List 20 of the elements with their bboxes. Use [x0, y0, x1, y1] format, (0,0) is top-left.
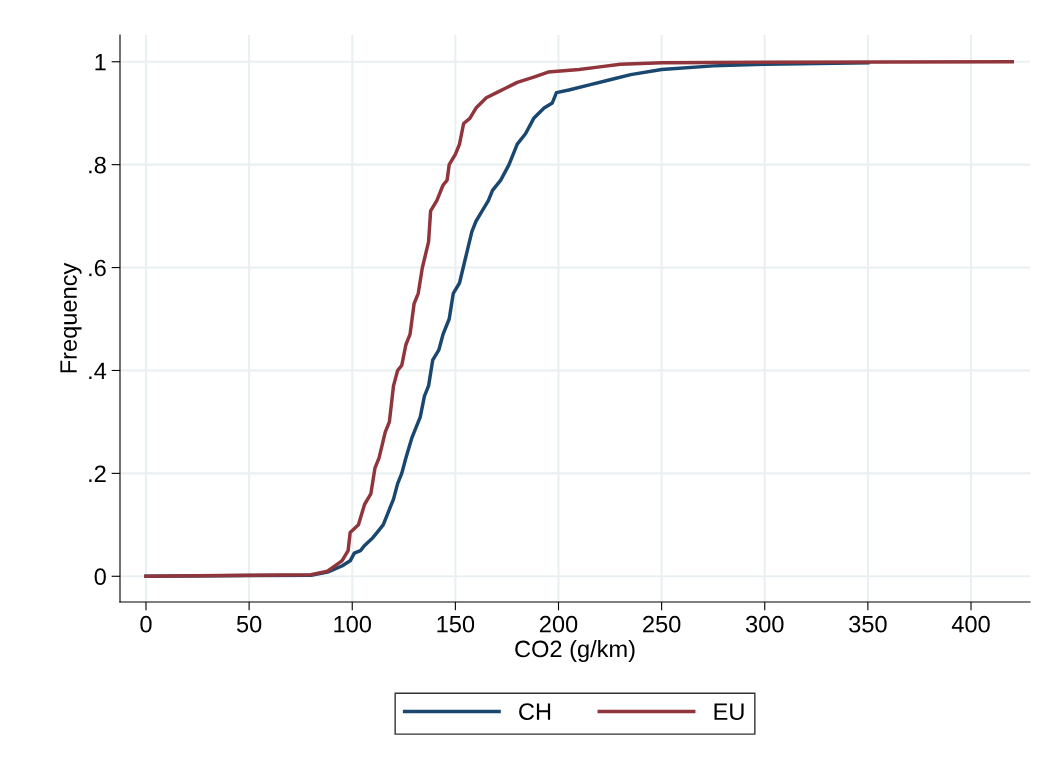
y-tick-label: 1 — [95, 54, 106, 71]
y-tick-label: 0 — [94, 568, 106, 586]
x-tick-label: 350 — [849, 615, 887, 633]
y-tick-label: .6 — [89, 259, 106, 277]
legend-label: CH — [519, 703, 551, 720]
x-tick-label: 0 — [140, 615, 152, 633]
x-tick-label: 300 — [745, 615, 784, 633]
y-tick-label: .2 — [89, 465, 106, 482]
x-tick-label: 150 — [437, 615, 475, 633]
x-tick-label: 200 — [539, 615, 578, 633]
x-tick-label: 50 — [236, 615, 262, 633]
x-tick-label: 100 — [334, 615, 372, 633]
legend-label: EU — [714, 703, 744, 720]
y-axis-title: Frequency — [60, 262, 82, 373]
x-axis-title: CO2 (g/km) — [515, 639, 635, 662]
x-tick-label: 250 — [643, 615, 681, 633]
x-tick-label: 400 — [951, 615, 990, 633]
line-series — [144, 60, 1014, 579]
y-tick-label: .4 — [89, 362, 107, 380]
y-tick-label: .8 — [89, 156, 106, 174]
